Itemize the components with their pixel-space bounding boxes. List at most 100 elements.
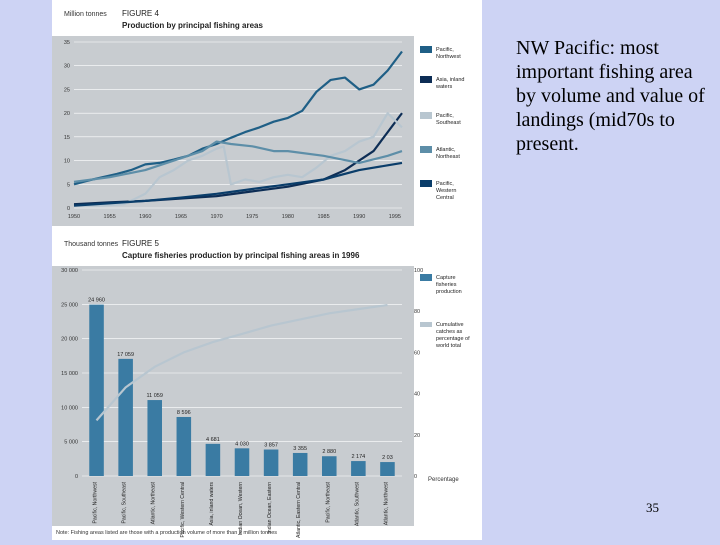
fig4-x-tick-label: 1990 — [353, 214, 365, 220]
fig5-y-ticks: 0 5 000 10 000 15 000 20 000 25 000 30 000 — [61, 268, 78, 480]
fig5-bar — [351, 461, 366, 476]
fig5-category-label: Indian Ocean, Eastern — [267, 482, 273, 534]
fig5-category-labels: Pacific, Northwest Pacific, Southeast Atla… — [93, 481, 390, 537]
fig5-legend: Capture fisheries production Cumulative catc… — [420, 274, 470, 349]
fig5-y2-tick-label: 100 — [414, 268, 423, 274]
fig5-bar — [322, 456, 337, 476]
fig4-ylabel: Million tonnes — [64, 11, 107, 18]
fig4-y-tick-label: 10 — [64, 159, 70, 165]
fig5-bar-value-label: 3 857 — [264, 443, 278, 449]
fig4-legend: Pacific, Northwest Asia, inland waters Pacif… — [420, 46, 464, 201]
fig4-legend-swatch — [420, 180, 432, 187]
fig5-bar — [263, 449, 279, 476]
fig5-figure-label: FIGURE 5 — [122, 239, 159, 248]
fig5-bar — [176, 416, 192, 476]
fig5-bar — [147, 400, 162, 476]
fig5-bar-value-label: 8 596 — [177, 410, 191, 416]
fig5-y2-tick-label: 80 — [414, 309, 420, 315]
fig4-legend-swatch — [420, 112, 432, 119]
fig4-y-tick-label: 5 — [67, 182, 70, 188]
fig5-bar-value-label: 24 960 — [88, 298, 105, 304]
fig4-y-tick-label: 15 — [64, 135, 70, 141]
fig5-category-label: Pacific, Northeast — [325, 481, 331, 522]
fig4-x-tick-label: 1975 — [246, 214, 258, 220]
fig5-bar — [205, 443, 221, 476]
fig5-grid — [82, 269, 402, 477]
fig5-bar — [234, 448, 250, 476]
fig4-legend-swatch — [420, 146, 432, 153]
fig5-category-label: Atlantic, Northwest — [383, 481, 389, 525]
fig4-x-tick-label: 1960 — [139, 214, 151, 220]
fig4-x-tick-label: 1950 — [68, 214, 80, 220]
fig4-legend-label: Pacific, Western Central — [436, 181, 456, 201]
fig4-figure-label: FIGURE 4 — [122, 9, 159, 18]
fig4-legend-label: Pacific, Northwest — [436, 47, 461, 60]
fig5-legend-swatch-bars — [420, 274, 432, 281]
fig5-y-tick-label: 15 000 — [61, 371, 78, 377]
fig5-y2-tick-label: 60 — [414, 350, 420, 356]
fig5-category-label: Pacific, Northwest — [93, 481, 99, 523]
fig5-bar-value-label: 2 03 — [382, 455, 393, 461]
figure-5-bar-chart: Thousand tonnes FIGURE 5 Capture fisheri… — [52, 239, 470, 538]
fig5-category-label: Atlantic, Eastern Central — [296, 482, 302, 538]
fig5-category-label: Asia, inland waters — [209, 482, 215, 526]
fig5-bar-value-label: 4 030 — [235, 441, 249, 447]
fig5-legend-swatch-line — [420, 322, 432, 327]
fig5-bar-value-label: 17 059 — [117, 352, 134, 358]
fig5-bar — [118, 358, 133, 476]
fig4-title: Production by principal fishing areas — [122, 21, 263, 30]
fig5-bar-value-label: 4 681 — [206, 437, 220, 443]
fig4-y-tick-label: 0 — [67, 206, 70, 212]
fig4-x-ticks: 1950 1955 1960 1965 1970 1975 1980 1985 1990 1995 — [68, 214, 401, 220]
fig4-x-tick-label: 1985 — [317, 214, 329, 220]
fig5-ylabel: Thousand tonnes — [64, 241, 119, 248]
fig5-legend-label-bars: Capture fisheries production — [436, 275, 462, 295]
fig5-y2-tick-label: 20 — [414, 433, 420, 439]
fig4-legend-label: Atlantic, Northeast — [436, 147, 460, 160]
fig5-category-label: Pacific, Western Central — [180, 482, 186, 538]
fig5-y-tick-label: 5 000 — [64, 440, 78, 446]
fig4-series-line-0 — [73, 50, 403, 186]
fig5-category-label: Pacific, Southeast — [122, 481, 128, 523]
fig5-y-tick-label: 25 000 — [61, 302, 78, 308]
fig5-bar — [292, 452, 308, 476]
fig5-category-label: Indian Ocean, Western — [238, 482, 244, 535]
fig5-note: Note: Fishing areas listed are those wit… — [56, 530, 277, 536]
fig4-legend-label: Pacific, Southeast — [436, 113, 461, 126]
fig4-y-tick-label: 30 — [64, 64, 70, 70]
fig5-y2-ticks: 0 20 40 60 80 100 — [414, 268, 423, 480]
fig4-legend-label: Asia, inland waters — [435, 77, 464, 90]
fig5-bar — [380, 462, 395, 476]
fig5-y-tick-label: 0 — [75, 474, 78, 480]
fig4-x-tick-label: 1970 — [210, 214, 222, 220]
fig5-bars: 24 960 17 059 11 059 8 596 4 681 4 030 3 857 3 … — [88, 298, 395, 476]
fig4-series-lines — [73, 50, 403, 207]
fig5-bar-value-label: 11 059 — [147, 393, 163, 399]
fig4-x-tick-label: 1955 — [104, 214, 116, 220]
fig5-y2-tick-label: 40 — [414, 392, 420, 398]
fig4-x-tick-label: 1995 — [389, 214, 401, 220]
fig4-y-tick-label: 20 — [64, 111, 70, 117]
fig4-y-tick-label: 35 — [64, 40, 70, 46]
figure-4-line-chart: Million tonnes FIGURE 4 Production by pr… — [52, 9, 464, 226]
fig5-cumulative-line — [95, 303, 388, 422]
fig5-y-tick-label: 30 000 — [61, 268, 78, 274]
fig4-series-line-3 — [73, 140, 403, 183]
fig4-y-tick-label: 25 — [64, 87, 70, 93]
fig5-y2label: Percentage — [428, 477, 459, 483]
slide-body-text: NW Pacific: most important fishing area … — [516, 37, 705, 155]
fig4-legend-swatch — [420, 46, 432, 53]
fig4-legend-swatch — [420, 76, 432, 83]
fig5-bar-value-label: 3 355 — [293, 446, 307, 452]
fig5-y2-tick-label: 0 — [414, 474, 417, 480]
fig5-legend-label-line: Cumulative catches as percentage of world t… — [435, 322, 470, 349]
figure-panel: Million tonnes FIGURE 4 Production by pr… — [52, 0, 482, 540]
fig4-y-ticks: 0 5 10 15 20 25 30 35 — [64, 40, 70, 212]
fig5-category-label: Atlantic, Southwest — [354, 481, 360, 526]
fig4-series-line-4 — [73, 161, 403, 207]
fig4-x-tick-label: 1965 — [175, 214, 187, 220]
fig5-bar-value-label: 2 174 — [351, 454, 365, 460]
fig4-grid — [74, 41, 402, 209]
fig5-bar-value-label: 2 880 — [322, 449, 336, 455]
fig4-x-tick-label: 1980 — [282, 214, 294, 220]
